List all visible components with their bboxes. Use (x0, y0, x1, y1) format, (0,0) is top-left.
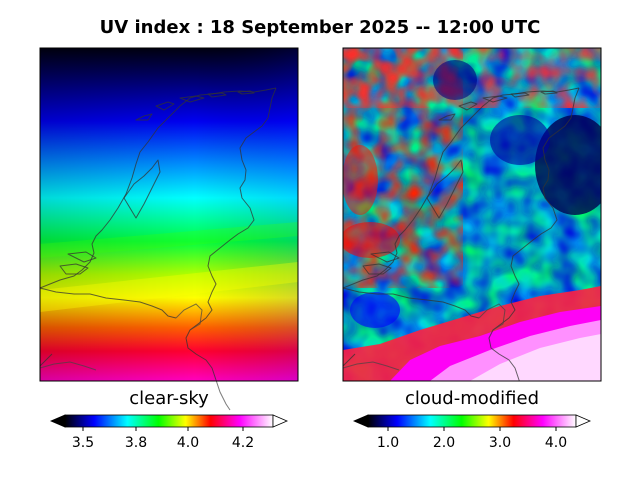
clear-sky-label: clear-sky (129, 388, 209, 409)
figure-title: UV index : 18 September 2025 -- 12:00 UT… (100, 17, 541, 38)
cloud-field-blue (350, 292, 400, 328)
clear-sky-frame (39, 47, 299, 382)
cloud-modified-label: cloud-modified (405, 388, 539, 409)
cloud-modified-colorbar: 1.0 2.0 3.0 4.0 (352, 414, 592, 451)
cloud-field-dark (490, 115, 550, 165)
cloud-field-south (470, 334, 601, 381)
clear-sky-shading (40, 48, 298, 381)
colorbar-extend-low (49, 414, 66, 428)
cloud-modified-map (342, 47, 602, 382)
colorbar-tick-label: 4.2 (232, 435, 254, 451)
cloud-field-dark (433, 60, 477, 100)
colorbar-extend-low (352, 414, 369, 428)
colorbar-tick-label: 2.0 (433, 435, 455, 451)
cloud-field-dark (535, 115, 601, 215)
colorbar-tick-label: 4.0 (177, 435, 199, 451)
colorbar-tick-label: 3.5 (72, 435, 94, 451)
colorbar-ramp (367, 414, 577, 428)
colorbar-extend-high (272, 414, 289, 428)
colorbar-ramp (64, 414, 274, 428)
clear-sky-band (40, 222, 298, 258)
colorbar-tick-label: 1.0 (377, 435, 399, 451)
cloud-modified-frame (342, 47, 602, 382)
colorbar-tick-label: 3.0 (489, 435, 511, 451)
clear-sky-map (39, 47, 299, 411)
colorbar-extend-high (575, 414, 592, 428)
colorbar-tick-label: 4.0 (545, 435, 567, 451)
clear-sky-colorbar: 3.5 3.8 4.0 4.2 (49, 414, 289, 451)
cloud-field-red (343, 145, 378, 215)
colorbar-tick-label: 3.8 (125, 435, 147, 451)
cloud-field-red (343, 222, 400, 258)
clear-sky-band (40, 262, 298, 312)
